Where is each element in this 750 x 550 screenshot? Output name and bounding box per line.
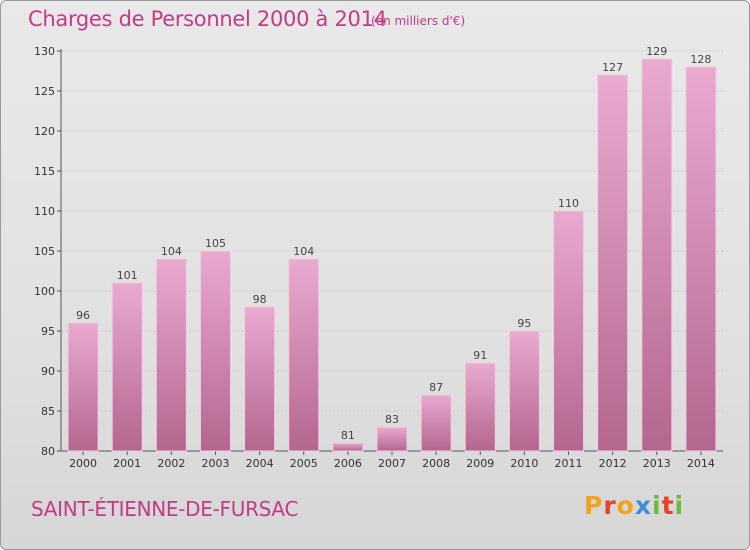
y-tick-label: 125 [34, 85, 55, 98]
logo-letter: t [661, 491, 675, 520]
data-label: 101 [117, 269, 138, 282]
bar [508, 330, 540, 452]
bar [155, 258, 187, 452]
data-label: 127 [602, 61, 623, 74]
x-tick-label: 2008 [422, 457, 450, 470]
logo-letter: i [674, 491, 685, 520]
bar [376, 426, 408, 452]
data-label: 105 [205, 237, 226, 250]
bar [67, 322, 99, 452]
x-tick-label: 2013 [643, 457, 671, 470]
data-label: 104 [293, 245, 314, 258]
bar [420, 394, 452, 452]
y-tick-label: 120 [34, 125, 55, 138]
data-label: 96 [76, 309, 90, 322]
bar [332, 442, 364, 452]
x-tick-label: 2006 [334, 457, 362, 470]
bar [288, 258, 320, 452]
x-tick-label: 2011 [555, 457, 583, 470]
logo-letter: r [603, 491, 617, 520]
x-tick-label: 2003 [201, 457, 229, 470]
x-tick-label: 2002 [157, 457, 185, 470]
bar [553, 210, 585, 452]
bar [199, 250, 231, 452]
x-tick-label: 2010 [510, 457, 538, 470]
x-tick-label: 2005 [290, 457, 318, 470]
x-tick-label: 2004 [246, 457, 274, 470]
logo-letter: x [634, 491, 652, 520]
y-tick-label: 85 [41, 405, 55, 418]
bars [67, 58, 717, 452]
data-label: 83 [385, 413, 399, 426]
y-tick-label: 80 [41, 445, 55, 458]
data-label: 91 [473, 349, 487, 362]
logo-letter: i [652, 491, 662, 520]
chart-subtitle: (en milliers d'€) [371, 14, 466, 28]
bar [641, 58, 673, 452]
x-tick-label: 2000 [69, 457, 97, 470]
commune-name: SAINT-ÉTIENNE-DE-FURSAC [31, 497, 299, 521]
y-tick-label: 110 [34, 205, 55, 218]
data-label: 110 [558, 197, 579, 210]
data-label: 95 [517, 317, 531, 330]
data-labels: 96 101 104 105 98 104 81 83 87 91 95 110 127 129 128 [76, 45, 711, 442]
y-tick-label: 90 [41, 365, 55, 378]
y-tick-label: 130 [34, 45, 55, 58]
y-tick-label: 95 [41, 325, 55, 338]
bar [464, 362, 496, 452]
y-tick-labels: 80 85 90 95 100 105 110 115 120 125 130 [34, 45, 55, 458]
y-tick-label: 105 [34, 245, 55, 258]
data-label: 104 [161, 245, 182, 258]
data-label: 81 [341, 429, 355, 442]
y-tick-label: 100 [34, 285, 55, 298]
data-label: 87 [429, 381, 443, 394]
data-label: 129 [646, 45, 667, 58]
bar [685, 66, 717, 452]
x-tick-label: 2009 [466, 457, 494, 470]
x-tick-label: 2014 [687, 457, 715, 470]
proxiti-logo[interactable]: Proxiti [584, 491, 684, 520]
x-tick-labels: 2000 2001 2002 2003 2004 2005 2006 2007 2008 2009… [69, 457, 715, 470]
x-tick-label: 2001 [113, 457, 141, 470]
chart-title: Charges de Personnel 2000 à 2014 [28, 7, 387, 31]
data-label: 98 [253, 293, 267, 306]
bar [597, 74, 629, 452]
y-tick-label: 115 [34, 165, 55, 178]
data-label: 128 [690, 53, 711, 66]
logo-letter: o [616, 491, 635, 520]
logo-letter: P [584, 491, 604, 520]
bar [244, 306, 276, 452]
x-tick-label: 2007 [378, 457, 406, 470]
bar [111, 282, 143, 452]
x-tick-label: 2012 [599, 457, 627, 470]
